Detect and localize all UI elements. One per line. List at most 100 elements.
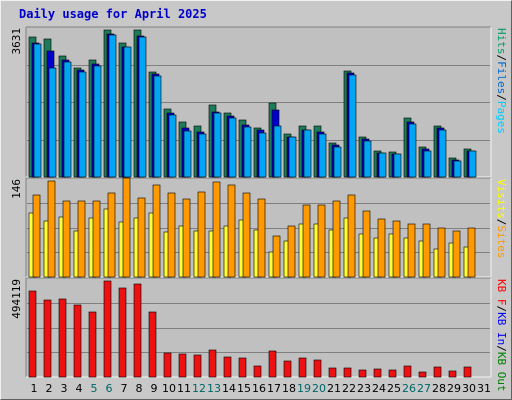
bar-sites-day-22	[347, 194, 356, 278]
bar-sites-day-19	[302, 204, 311, 278]
x-tick-day-10: 10	[162, 382, 176, 395]
bar-pages-day-26	[408, 123, 417, 178]
legend-visits: Visits	[495, 179, 508, 219]
bar-kb-f-day-19	[298, 357, 307, 378]
bar-kb-f-day-9	[148, 311, 157, 378]
bar-sites-day-10	[167, 192, 176, 278]
bar-sites-day-21	[332, 200, 341, 278]
x-tick-day-4: 4	[76, 382, 83, 395]
bar-pages-day-9	[153, 75, 162, 178]
bar-kb-f-day-22	[343, 367, 352, 378]
chart-title: Daily usage for April 2025	[19, 7, 207, 21]
bar-sites-day-8	[137, 197, 146, 278]
bar-kb-f-day-16	[253, 365, 262, 378]
bar-pages-day-15	[243, 126, 252, 178]
bar-pages-day-23	[363, 140, 372, 178]
bar-kb-f-day-24	[373, 368, 382, 378]
bar-pages-day-7	[123, 46, 132, 178]
x-tick-day-8: 8	[136, 382, 143, 395]
bar-kb-f-day-15	[238, 357, 247, 378]
x-tick-day-9: 9	[151, 382, 158, 395]
bar-sites-day-1	[32, 194, 41, 278]
bar-pages-day-17	[273, 125, 282, 178]
bar-pages-day-14	[228, 117, 237, 178]
bar-kb-f-day-21	[328, 367, 337, 378]
legend-sites: Sites	[495, 225, 508, 258]
legend-separator: /	[495, 94, 508, 101]
panel-3-legend: KB F/KB In/KB Out	[495, 279, 508, 392]
x-tick-day-17: 17	[267, 382, 281, 395]
legend-pages: Pages	[495, 101, 508, 134]
bar-kb-f-day-3	[58, 298, 67, 378]
bar-pages-day-1	[33, 43, 42, 178]
x-tick-day-24: 24	[372, 382, 386, 395]
x-tick-day-14: 14	[222, 382, 236, 395]
legend-kb-out: KB Out	[495, 352, 508, 392]
x-tick-day-30: 30	[462, 382, 476, 395]
bar-kb-f-day-23	[358, 369, 367, 378]
bar-kb-f-day-20	[313, 359, 322, 378]
bar-pages-day-10	[168, 114, 177, 178]
bar-kb-f-day-1	[28, 290, 37, 378]
legend-kb-f: KB F	[495, 279, 508, 306]
x-tick-day-25: 25	[387, 382, 401, 395]
bar-kb-f-day-25	[388, 369, 397, 378]
bar-pages-day-29	[453, 160, 462, 178]
bar-kb-f-day-18	[283, 360, 292, 378]
panel-2-ymax-label: 146	[10, 179, 23, 199]
panel-3-ymax-label: 494119	[10, 279, 23, 319]
bar-sites-day-26	[407, 223, 416, 278]
bar-pages-day-25	[393, 153, 402, 178]
bar-sites-day-9	[152, 184, 161, 278]
x-tick-day-29: 29	[447, 382, 461, 395]
panel-2-legend: Visits/Sites	[495, 179, 508, 259]
bar-kb-f-day-14	[223, 356, 232, 378]
bar-sites-day-7	[122, 177, 131, 278]
bar-sites-day-2	[47, 180, 56, 278]
x-tick-day-21: 21	[327, 382, 341, 395]
bar-kb-f-day-5	[88, 311, 97, 378]
bar-pages-day-2	[48, 67, 57, 178]
bar-sites-day-24	[377, 218, 386, 278]
bar-kb-f-day-26	[403, 365, 412, 378]
x-tick-day-26: 26	[402, 382, 416, 395]
bar-kb-f-day-4	[73, 304, 82, 378]
bar-pages-day-22	[348, 74, 357, 178]
legend-separator: /	[495, 55, 508, 62]
x-tick-day-27: 27	[417, 382, 431, 395]
x-tick-day-5: 5	[91, 382, 98, 395]
x-tick-day-15: 15	[237, 382, 251, 395]
bar-kb-f-day-17	[268, 350, 277, 378]
x-tick-day-22: 22	[342, 382, 356, 395]
bar-kb-f-day-11	[178, 353, 187, 378]
bar-pages-day-24	[378, 152, 387, 178]
legend-separator: /	[495, 345, 508, 352]
bar-kb-f-day-13	[208, 349, 217, 378]
bar-sites-day-25	[392, 220, 401, 278]
panel-1-legend: Hits/Files/Pages	[495, 28, 508, 134]
x-tick-day-28: 28	[432, 382, 446, 395]
bar-sites-day-27	[422, 223, 431, 278]
bar-kb-f-day-10	[163, 352, 172, 378]
bar-kb-f-day-12	[193, 354, 202, 378]
x-tick-day-16: 16	[252, 382, 266, 395]
bar-sites-day-17	[272, 235, 281, 278]
bar-pages-day-5	[93, 65, 102, 178]
bar-pages-day-3	[63, 61, 72, 178]
bar-sites-day-15	[242, 192, 251, 278]
x-tick-day-2: 2	[46, 382, 53, 395]
bar-kb-f-day-28	[433, 366, 442, 378]
bar-pages-day-28	[438, 129, 447, 178]
x-tick-day-19: 19	[297, 382, 311, 395]
bar-kb-f-day-27	[418, 371, 427, 378]
bar-pages-day-12	[198, 133, 207, 178]
legend-hits: Hits	[495, 28, 508, 55]
bar-pages-day-21	[333, 146, 342, 178]
x-tick-day-3: 3	[61, 382, 68, 395]
bar-sites-day-30	[467, 227, 476, 278]
legend-separator: /	[495, 306, 508, 313]
bar-pages-day-16	[258, 132, 267, 178]
bar-pages-day-11	[183, 130, 192, 178]
bar-kb-f-day-7	[118, 287, 127, 378]
